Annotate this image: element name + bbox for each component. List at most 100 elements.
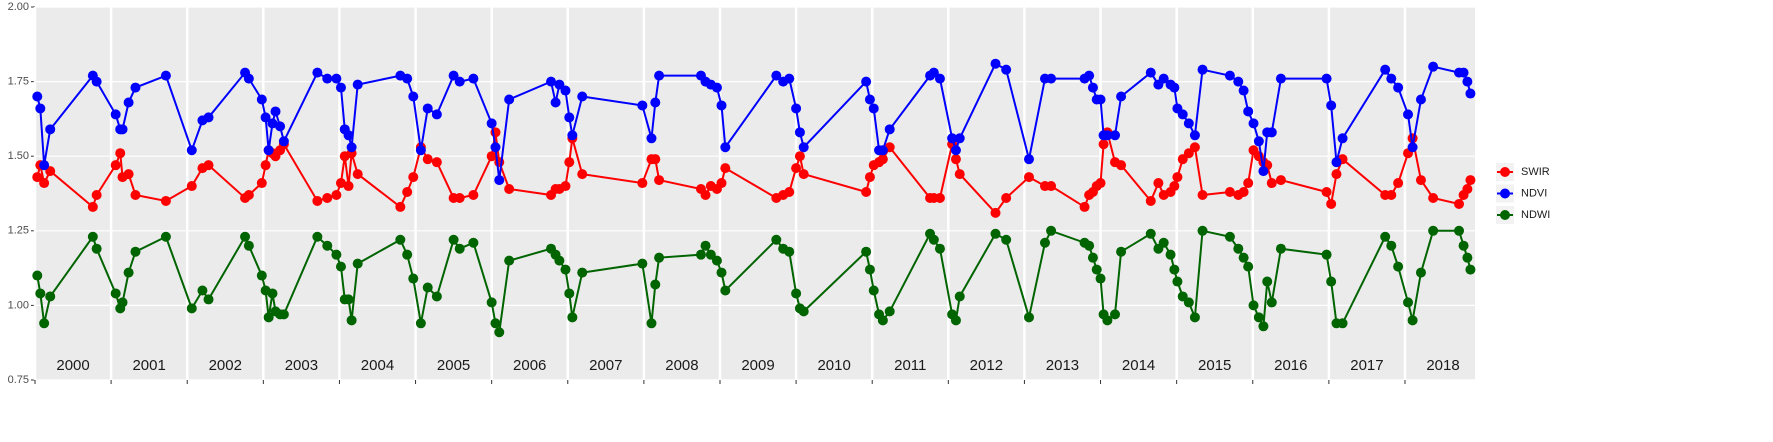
year-label: 2018 — [1426, 357, 1459, 374]
point — [1321, 187, 1332, 198]
point — [39, 160, 50, 171]
point — [1386, 240, 1397, 251]
point — [990, 58, 1001, 69]
point — [1275, 175, 1286, 186]
point — [711, 255, 722, 266]
point — [1158, 237, 1169, 248]
point — [1386, 189, 1397, 200]
point — [954, 133, 965, 144]
point — [877, 145, 888, 156]
point — [203, 160, 214, 171]
point — [798, 306, 809, 317]
point — [346, 315, 357, 326]
point — [771, 70, 782, 81]
point — [567, 312, 578, 323]
point — [550, 97, 561, 108]
point — [402, 187, 413, 198]
point — [256, 94, 267, 105]
point — [267, 288, 278, 299]
point — [243, 73, 254, 84]
point — [646, 318, 657, 329]
point — [1454, 198, 1465, 209]
point — [267, 118, 278, 129]
point — [1266, 178, 1277, 189]
point — [1095, 178, 1106, 189]
year-label: 2006 — [513, 357, 546, 374]
point — [654, 70, 665, 81]
point — [123, 97, 134, 108]
point — [468, 189, 479, 200]
legend-label: SWIR — [1521, 166, 1550, 178]
point — [1145, 195, 1156, 206]
point — [947, 133, 958, 144]
point — [32, 172, 43, 183]
point — [798, 142, 809, 153]
point — [454, 243, 465, 254]
point — [700, 240, 711, 251]
point — [1087, 82, 1098, 93]
point — [990, 228, 1001, 239]
legend-point — [1500, 167, 1510, 177]
point — [884, 124, 895, 135]
point — [560, 85, 571, 96]
year-label: 2015 — [1198, 357, 1231, 374]
point — [352, 169, 363, 180]
point — [794, 127, 805, 138]
point — [504, 94, 515, 105]
point — [263, 312, 274, 323]
point — [1197, 225, 1208, 236]
year-label: 2016 — [1274, 357, 1307, 374]
point — [720, 142, 731, 153]
point — [877, 154, 888, 165]
point — [431, 157, 442, 168]
point — [1393, 261, 1404, 272]
point — [490, 142, 501, 153]
point — [1454, 225, 1465, 236]
point — [1001, 64, 1012, 75]
point — [1172, 172, 1183, 183]
point — [186, 181, 197, 192]
point — [1248, 300, 1259, 311]
year-label: 2002 — [209, 357, 242, 374]
point — [312, 231, 323, 242]
point — [454, 192, 465, 203]
point — [130, 82, 141, 93]
point — [1145, 228, 1156, 239]
point — [197, 285, 208, 296]
point — [554, 255, 565, 266]
point — [87, 201, 98, 212]
point — [868, 103, 879, 114]
point — [408, 273, 419, 284]
point — [422, 103, 433, 114]
point — [1233, 76, 1244, 87]
point — [486, 151, 497, 162]
year-label: 2012 — [970, 357, 1003, 374]
point — [504, 184, 515, 195]
point — [160, 231, 171, 242]
point — [864, 264, 875, 275]
point — [1023, 154, 1034, 165]
point — [1238, 187, 1249, 198]
point — [1462, 252, 1473, 263]
point — [123, 169, 134, 180]
point — [1266, 297, 1277, 308]
point — [1275, 243, 1286, 254]
point — [494, 327, 505, 338]
point — [1403, 109, 1414, 120]
point — [1462, 76, 1473, 87]
point — [861, 76, 872, 87]
point — [1183, 297, 1194, 308]
legend-label: NDWI — [1521, 209, 1550, 221]
point — [791, 103, 802, 114]
point — [864, 94, 875, 105]
point — [1321, 73, 1332, 84]
year-label: 2009 — [741, 357, 774, 374]
point — [877, 315, 888, 326]
point — [186, 303, 197, 314]
point — [1189, 312, 1200, 323]
point — [560, 264, 571, 275]
point — [990, 207, 1001, 218]
point — [564, 157, 575, 168]
point — [1165, 249, 1176, 260]
